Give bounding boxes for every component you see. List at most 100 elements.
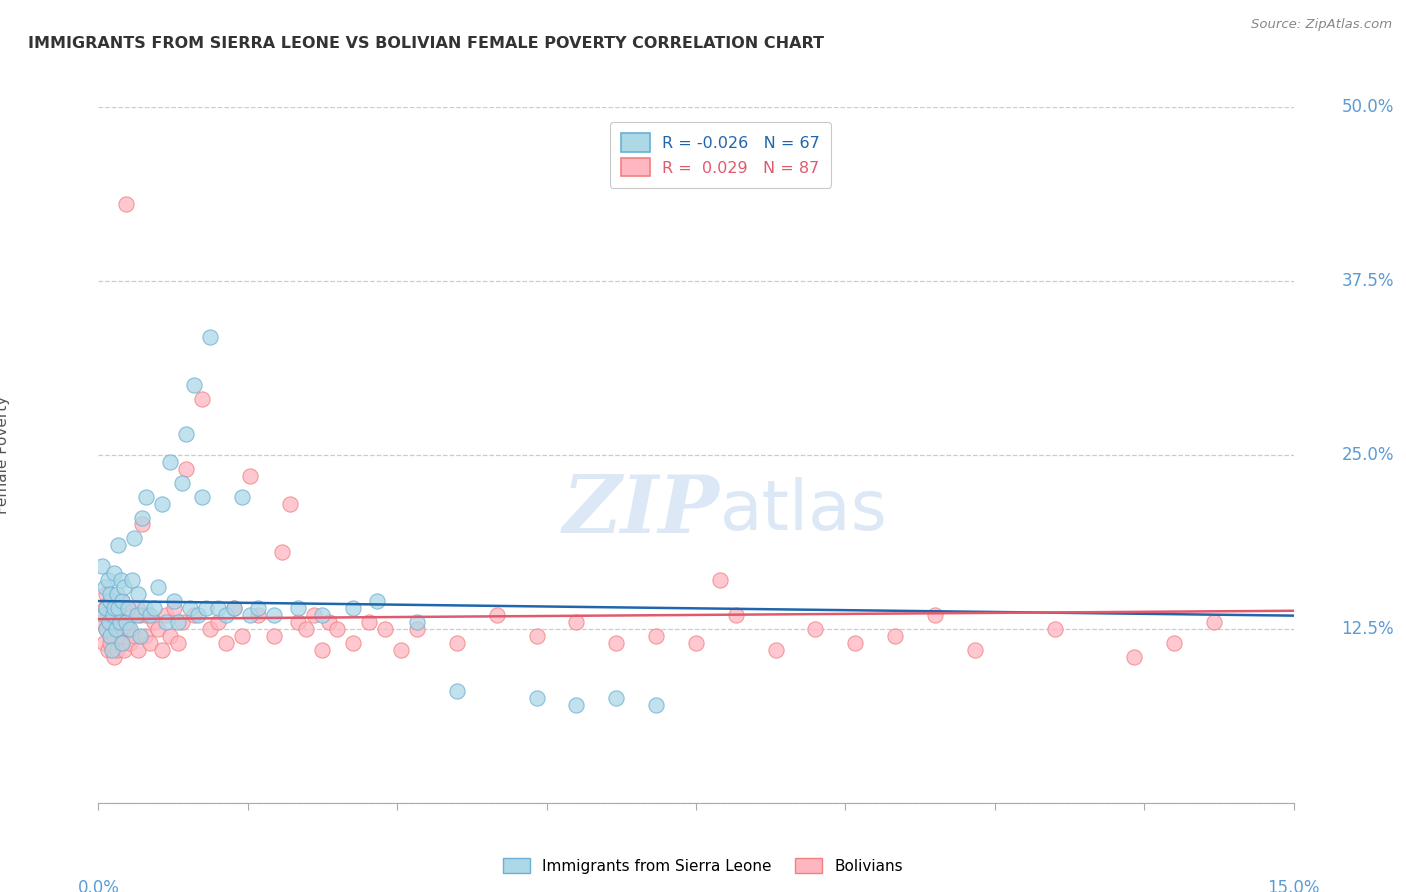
Point: [111, 594, 134, 608]
Point: [287, 615, 309, 629]
Point: [111, 594, 134, 608]
Point: [98, 587, 122, 601]
Point: [709, 573, 731, 587]
Point: [167, 636, 190, 650]
Point: [134, 601, 156, 615]
Point: [111, 636, 134, 650]
Point: [406, 622, 429, 636]
Point: [804, 622, 827, 636]
Point: [278, 497, 301, 511]
Point: [104, 622, 127, 636]
Point: [98, 594, 122, 608]
Point: [131, 510, 153, 524]
Point: [565, 698, 588, 713]
Point: [101, 615, 124, 629]
Point: [111, 629, 134, 643]
Point: [115, 615, 138, 629]
Point: [374, 622, 396, 636]
Point: [924, 607, 946, 622]
Point: [143, 601, 166, 615]
Point: [222, 601, 245, 615]
Text: 0.0%: 0.0%: [77, 880, 120, 892]
Point: [98, 594, 121, 608]
Point: [302, 607, 325, 622]
Point: [94, 601, 117, 615]
Point: [485, 607, 508, 622]
Point: [107, 538, 129, 552]
Point: [172, 615, 194, 629]
Point: [1163, 636, 1185, 650]
Point: [120, 622, 142, 636]
Point: [108, 615, 131, 629]
Point: [159, 629, 181, 643]
Point: [107, 601, 129, 615]
Point: [120, 636, 142, 650]
Point: [565, 615, 588, 629]
Point: [605, 691, 627, 706]
Point: [110, 636, 132, 650]
Point: [97, 642, 120, 657]
Point: [103, 601, 125, 615]
Point: [263, 629, 285, 643]
Text: Source: ZipAtlas.com: Source: ZipAtlas.com: [1251, 18, 1392, 31]
Point: [91, 615, 114, 629]
Point: [179, 601, 201, 615]
Point: [239, 607, 262, 622]
Point: [231, 490, 253, 504]
Point: [685, 636, 707, 650]
Point: [1043, 622, 1066, 636]
Point: [124, 532, 146, 546]
Text: 37.5%: 37.5%: [1341, 272, 1393, 290]
Point: [311, 607, 333, 622]
Point: [128, 607, 150, 622]
Point: [103, 566, 125, 581]
Point: [215, 636, 238, 650]
Point: [318, 615, 340, 629]
Point: [342, 636, 364, 650]
Point: [195, 601, 218, 615]
Point: [174, 427, 197, 442]
Point: [127, 642, 149, 657]
Point: [167, 615, 190, 629]
Point: [645, 629, 668, 643]
Point: [112, 642, 135, 657]
Legend: Immigrants from Sierra Leone, Bolivians: Immigrants from Sierra Leone, Bolivians: [496, 852, 910, 880]
Text: ZIP: ZIP: [562, 472, 720, 549]
Text: Female Poverty: Female Poverty: [0, 396, 10, 514]
Point: [105, 587, 128, 601]
Point: [139, 607, 162, 622]
Point: [446, 684, 468, 698]
Point: [150, 497, 173, 511]
Point: [406, 615, 429, 629]
Point: [125, 601, 148, 615]
Point: [96, 587, 118, 601]
Text: 50.0%: 50.0%: [1341, 98, 1393, 116]
Text: 25.0%: 25.0%: [1341, 446, 1393, 464]
Point: [143, 615, 166, 629]
Point: [139, 636, 162, 650]
Point: [135, 607, 157, 622]
Point: [270, 545, 292, 559]
Point: [124, 629, 146, 643]
Point: [246, 601, 269, 615]
Point: [359, 615, 381, 629]
Point: [191, 490, 214, 504]
Point: [134, 629, 156, 643]
Point: [117, 622, 139, 636]
Point: [222, 601, 245, 615]
Point: [884, 629, 907, 643]
Point: [94, 580, 117, 594]
Point: [366, 594, 388, 608]
Point: [311, 642, 333, 657]
Point: [98, 629, 122, 643]
Point: [148, 622, 170, 636]
Point: [150, 642, 173, 657]
Text: 15.0%: 15.0%: [1267, 880, 1320, 892]
Point: [724, 607, 747, 622]
Point: [96, 622, 118, 636]
Point: [526, 691, 548, 706]
Point: [101, 607, 124, 622]
Point: [263, 607, 285, 622]
Point: [108, 615, 131, 629]
Point: [198, 329, 221, 343]
